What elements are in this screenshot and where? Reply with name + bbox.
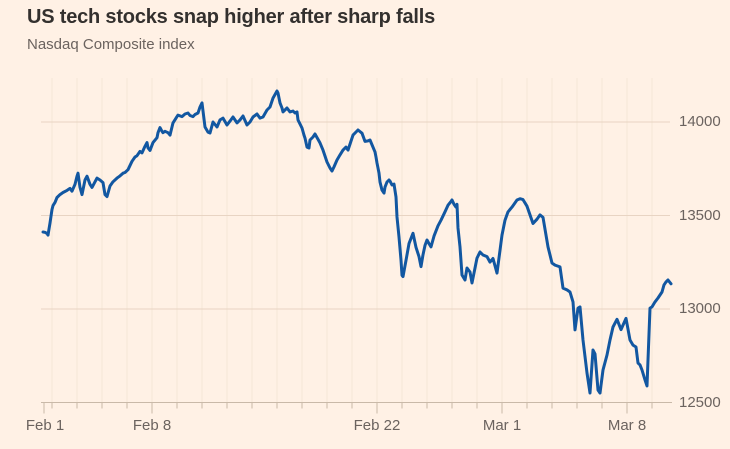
chart-title: US tech stocks snap higher after sharp f… — [27, 6, 435, 28]
x-axis-label: Feb 22 — [353, 417, 401, 434]
y-axis-label: 14000 — [679, 113, 721, 131]
y-axis-label: 12500 — [679, 393, 721, 411]
price-line — [41, 89, 673, 395]
x-axis-label: Feb 1 — [25, 417, 65, 434]
x-axis-label: Feb 8 — [132, 417, 172, 434]
x-axis-label: Mar 1 — [482, 417, 522, 434]
y-axis-label: 13500 — [679, 206, 721, 224]
x-axis-label: Mar 8 — [607, 417, 647, 434]
y-axis-label: 13000 — [679, 300, 721, 318]
chart-subtitle: Nasdaq Composite index — [27, 36, 195, 53]
